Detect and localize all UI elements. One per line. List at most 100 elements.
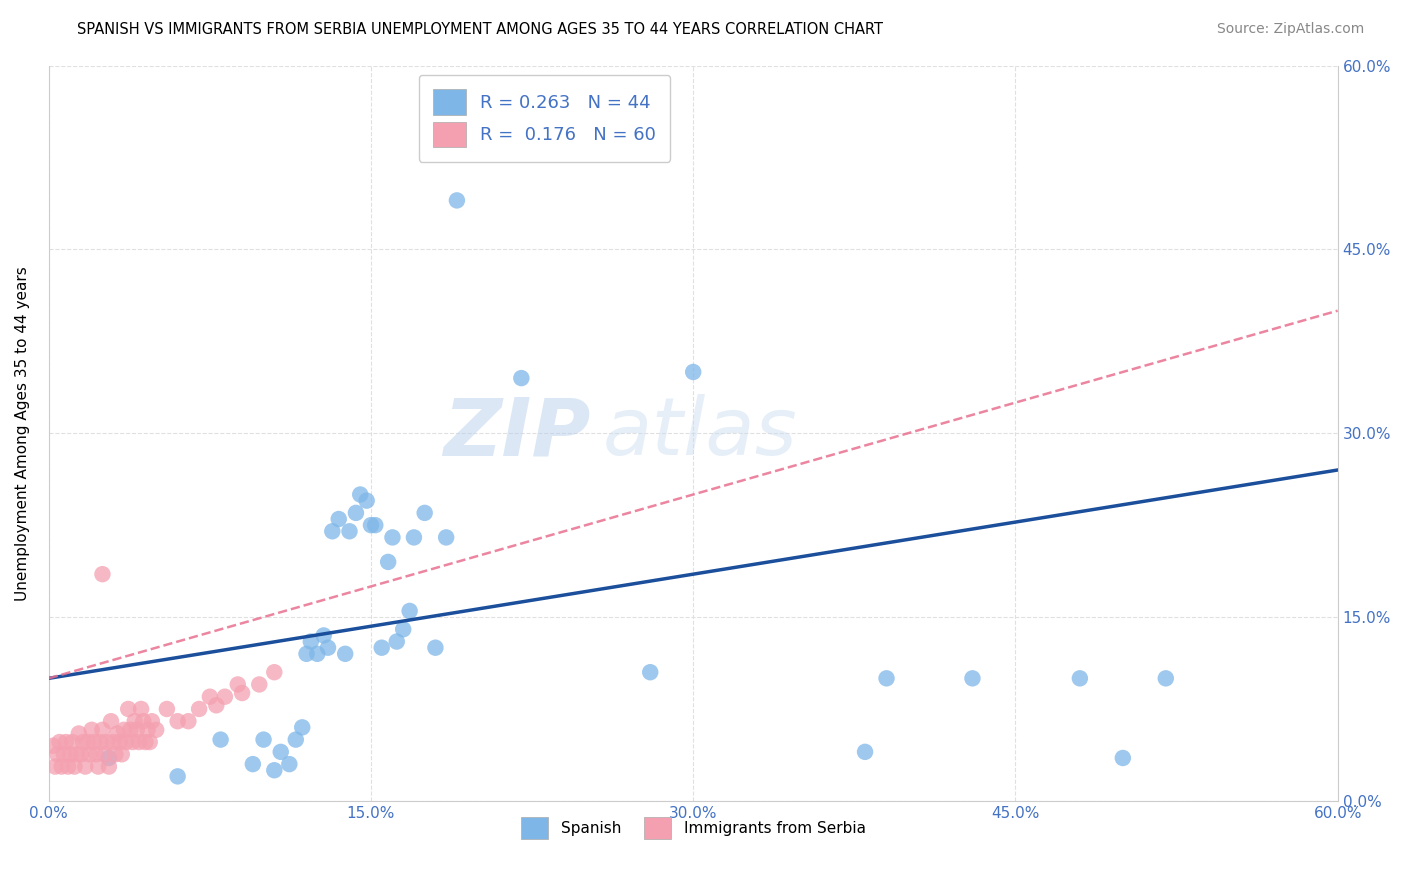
Point (91, 723, 114, 737)
Point (682, 365, 704, 379)
Point (115, 735, 138, 749)
Point (370, 640, 392, 655)
Point (44, 759, 66, 773)
Point (97, 759, 120, 773)
Point (205, 698, 228, 713)
Point (52, 747, 75, 762)
Point (335, 647, 357, 661)
Point (83, 735, 105, 749)
Point (381, 530, 404, 544)
Point (42, 739, 65, 753)
Point (145, 723, 167, 737)
Point (129, 702, 152, 716)
Point (70, 747, 93, 762)
Point (364, 518, 387, 533)
Point (328, 512, 350, 526)
Point (89, 735, 111, 749)
Point (91, 567, 114, 582)
Legend: Spanish, Immigrants from Serbia: Spanish, Immigrants from Serbia (515, 811, 872, 845)
Text: ZIP: ZIP (443, 394, 591, 472)
Text: Source: ZipAtlas.com: Source: ZipAtlas.com (1216, 22, 1364, 37)
Point (46, 747, 69, 762)
Point (413, 506, 436, 520)
Point (141, 714, 163, 729)
Point (853, 745, 876, 759)
Point (104, 747, 127, 762)
Point (128, 735, 150, 749)
Point (321, 524, 343, 539)
Point (112, 723, 135, 737)
Point (252, 732, 274, 747)
Point (111, 747, 134, 762)
Point (76, 735, 98, 749)
Point (166, 769, 188, 783)
Point (177, 714, 200, 729)
Point (385, 634, 408, 648)
Point (284, 732, 307, 747)
Point (166, 714, 188, 729)
Point (75, 759, 97, 773)
Point (263, 665, 285, 680)
Point (962, 671, 984, 685)
Point (66, 747, 89, 762)
Point (138, 735, 160, 749)
Point (67, 726, 90, 740)
Point (291, 720, 314, 734)
Point (51, 759, 73, 773)
Point (344, 506, 367, 520)
Point (1112, 751, 1135, 765)
Point (55, 735, 77, 749)
Point (638, 665, 661, 680)
Point (107, 726, 129, 740)
Point (295, 647, 318, 661)
Point (425, 640, 447, 655)
Point (339, 524, 361, 539)
Point (198, 690, 221, 704)
Point (434, 530, 457, 544)
Point (1069, 671, 1091, 685)
Point (103, 735, 125, 749)
Point (392, 623, 415, 637)
Point (242, 757, 264, 772)
Point (270, 745, 292, 759)
Point (60, 735, 83, 749)
Point (188, 702, 211, 716)
Point (100, 714, 122, 729)
Point (312, 628, 335, 642)
Point (132, 714, 155, 729)
Point (125, 723, 148, 737)
Point (402, 530, 425, 544)
Point (446, 194, 468, 208)
Point (876, 671, 898, 685)
Point (80, 723, 103, 737)
Point (93, 747, 115, 762)
Point (124, 714, 146, 729)
Point (84, 747, 107, 762)
Point (316, 640, 339, 655)
Point (121, 735, 143, 749)
Point (226, 677, 249, 691)
Point (63, 759, 86, 773)
Point (247, 677, 270, 691)
Point (263, 764, 285, 778)
Point (87, 759, 110, 773)
Point (278, 757, 301, 772)
Point (360, 518, 382, 533)
Point (356, 493, 378, 508)
Point (117, 702, 139, 716)
Point (72, 735, 94, 749)
Point (377, 555, 399, 569)
Point (349, 487, 371, 501)
Point (56, 759, 79, 773)
Point (299, 634, 322, 648)
Point (510, 371, 533, 385)
Point (214, 690, 236, 704)
Text: SPANISH VS IMMIGRANTS FROM SERBIA UNEMPLOYMENT AMONG AGES 35 TO 44 YEARS CORRELA: SPANISH VS IMMIGRANTS FROM SERBIA UNEMPL… (77, 22, 883, 37)
Point (59, 747, 82, 762)
Point (209, 732, 232, 747)
Text: atlas: atlas (603, 394, 797, 472)
Point (96, 735, 118, 749)
Point (231, 686, 253, 700)
Point (307, 647, 329, 661)
Point (398, 604, 420, 618)
